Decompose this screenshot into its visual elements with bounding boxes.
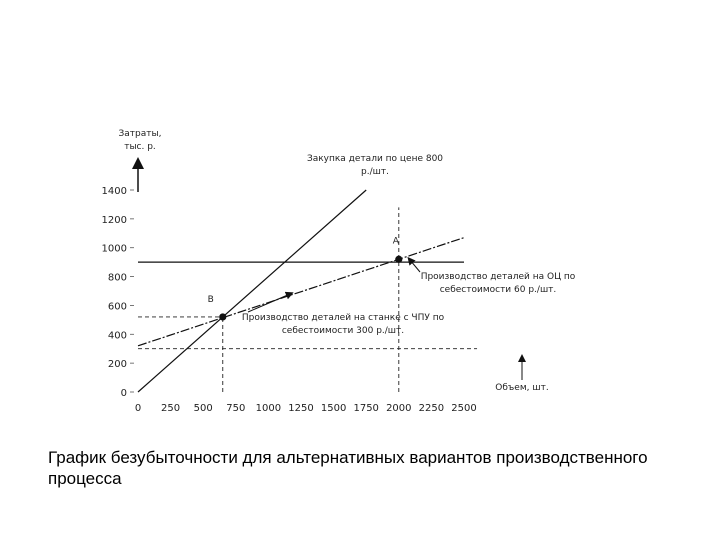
- x-tick-label: 0: [135, 403, 141, 414]
- y-axis-label-line-1: Затраты,: [119, 129, 162, 139]
- y-tick-label: 200: [108, 359, 127, 370]
- y-tick-label: 1400: [102, 186, 127, 197]
- point-label-a: А: [393, 236, 400, 246]
- series-purchase-label-line-2: р./шт.: [361, 167, 389, 177]
- x-tick-label: 2500: [451, 403, 476, 414]
- x-tick-label: 1000: [256, 403, 281, 414]
- y-tick-label: 0: [121, 388, 127, 399]
- x-tick-label: 2000: [386, 403, 411, 414]
- series-purchase-label-line-1: Закупка детали по цене 800: [307, 154, 443, 164]
- series-oc-label-line-1: Производство деталей на ОЦ по: [421, 272, 576, 282]
- series-lines: [137, 189, 465, 393]
- chart-caption: График безубыточности для альтернативных…: [48, 448, 648, 488]
- series-cnc-label-line-1: Производство деталей на станке с ЧПУ по: [242, 313, 445, 323]
- series-cnc-label-line-2: себестоимости 300 р./шт.: [282, 326, 404, 336]
- x-tick-label: 1500: [321, 403, 346, 414]
- y-tick-label: 800: [108, 273, 127, 284]
- reference-lines: [138, 207, 478, 392]
- y-tick-label: 400: [108, 330, 127, 341]
- y-axis-label-line-2: тыс. р.: [124, 142, 156, 152]
- series-cnc-pointer-arrow: [247, 291, 294, 313]
- y-axis-ticks: 0 200 400 600 800 1000 1200 1400: [102, 186, 134, 399]
- x-tick-label: 500: [194, 403, 213, 414]
- x-axis-label: Объем, шт.: [495, 383, 548, 393]
- x-tick-label: 750: [226, 403, 245, 414]
- x-tick-label: 250: [161, 403, 180, 414]
- x-axis-ticks: 0 250 500 750 1000 1250 1500 1750 2000 2250 2500: [135, 403, 477, 414]
- x-tick-label: 1250: [288, 403, 313, 414]
- x-tick-label: 1750: [353, 403, 378, 414]
- point-a: [395, 255, 403, 263]
- y-tick-label: 600: [108, 301, 127, 312]
- series-oc-pointer-arrow: [407, 256, 421, 273]
- y-tick-label: 1000: [102, 244, 127, 255]
- point-b: [219, 313, 227, 321]
- series-oc-label-line-2: себестоимости 60 р./шт.: [440, 285, 557, 295]
- series-purchase-line: [137, 189, 367, 393]
- point-label-b: В: [208, 295, 214, 305]
- x-tick-label: 2250: [419, 403, 444, 414]
- series-cnc-line: [137, 237, 465, 347]
- y-tick-label: 1200: [102, 215, 127, 226]
- intersection-points: АВ: [208, 236, 403, 321]
